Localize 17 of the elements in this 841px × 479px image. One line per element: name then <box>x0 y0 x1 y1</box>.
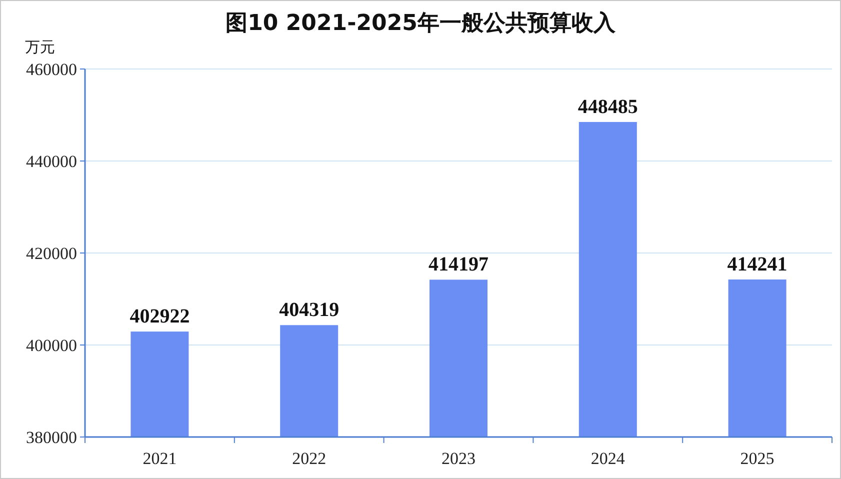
x-tick-label: 2025 <box>740 449 774 468</box>
y-tick-label: 380000 <box>26 428 77 447</box>
chart-title: 图10 2021-2025年一般公共预算收入 <box>226 11 616 36</box>
x-tick-label: 2024 <box>590 449 626 468</box>
data-label: 414197 <box>428 254 488 276</box>
data-label: 404319 <box>279 299 340 322</box>
y-tick-label: 420000 <box>26 244 77 263</box>
y-tick-label: 460000 <box>26 60 77 79</box>
y-axis-title: 万元 <box>25 38 55 56</box>
y-tick-label: 400000 <box>26 336 77 355</box>
y-tick-label: 440000 <box>26 152 77 171</box>
x-tick-label: 2023 <box>442 449 476 468</box>
data-label: 448485 <box>578 96 638 118</box>
x-tick-label: 2022 <box>292 449 326 468</box>
data-label: 402922 <box>130 306 190 328</box>
data-label: 414241 <box>727 253 788 276</box>
x-tick-label: 2021 <box>142 449 177 468</box>
